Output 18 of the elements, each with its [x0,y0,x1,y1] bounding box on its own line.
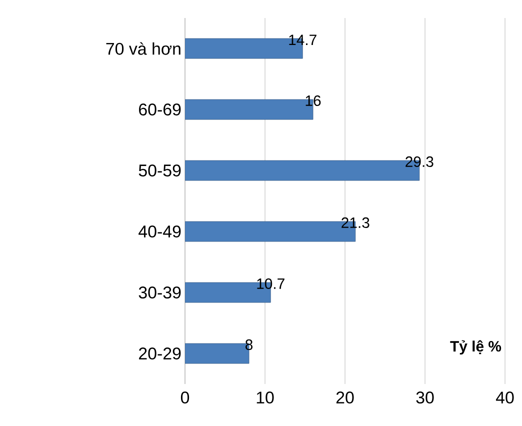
data-label: 14.7 [289,34,316,45]
x-tick-label: 0 [180,392,190,404]
data-label: 8 [246,339,253,350]
data-label: 21.3 [342,217,370,228]
data-label: 16 [306,95,321,106]
y-tick-label: 30-39 [138,286,181,299]
y-tick-label: 60-69 [139,104,181,116]
x-tick-label: 40 [496,392,514,404]
data-label: 29.3 [406,156,434,167]
y-tick-label: 40-49 [138,226,181,238]
y-tick-label: 70 và hơn [106,42,180,55]
y-tick-label: 50-59 [138,164,181,177]
x-tick-label: 30 [416,392,434,404]
x-tick-label: 20 [336,392,354,404]
x-axis-title: Tỷ lệ % [450,340,502,355]
data-label: 10.7 [257,278,284,289]
x-tick-label: 10 [256,392,274,404]
y-tick-label: 20-29 [139,348,181,360]
